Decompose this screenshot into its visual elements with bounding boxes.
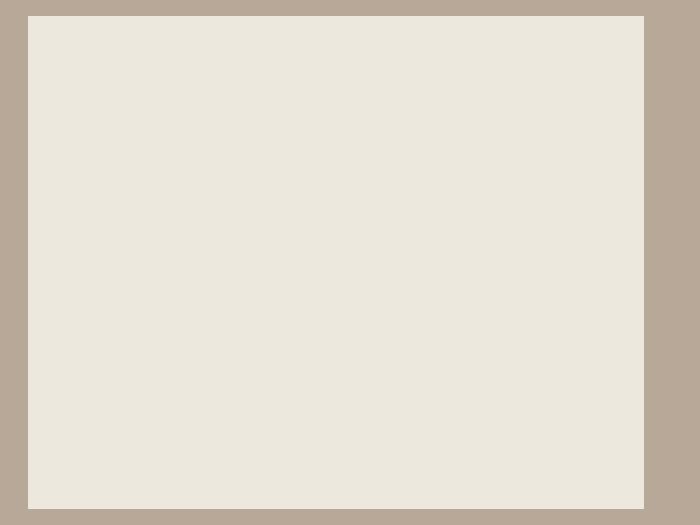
Text: Volume of NaOH used: Volume of NaOH used xyxy=(268,136,375,146)
Text: Data Sheets Experiment 8: Data Sheets Experiment 8 xyxy=(41,20,151,30)
Text: moles NaOH: moles NaOH xyxy=(160,193,214,203)
Text: 1: 1 xyxy=(361,193,367,203)
Text: mL: mL xyxy=(365,107,381,117)
Text: Molarity: Molarity xyxy=(587,165,622,174)
Text: 1.15: 1.15 xyxy=(461,121,491,134)
Text: Unknown #: Unknown # xyxy=(256,55,321,65)
Text: ×: × xyxy=(390,193,399,203)
Text: 1 L: 1 L xyxy=(422,208,435,217)
Text: NaOH: NaOH xyxy=(105,175,130,184)
Text: Concentration of an: Concentration of an xyxy=(102,48,234,61)
Text: mL: mL xyxy=(592,107,607,117)
Text: 1000 mL: 1000 mL xyxy=(102,208,139,217)
Text: →: → xyxy=(292,172,300,182)
Text: Final NaOH buret reading: Final NaOH buret reading xyxy=(268,107,392,117)
Text: Average Molarity of H₂SO₄:: Average Molarity of H₂SO₄: xyxy=(41,253,198,262)
Text: 19: 19 xyxy=(373,53,391,68)
Text: Unknown Acid: Unknown Acid xyxy=(102,62,196,76)
Text: Volume of: Volume of xyxy=(43,166,87,175)
Text: Used mL → L H₂SO₄: Used mL → L H₂SO₄ xyxy=(417,171,501,180)
Text: Trial 1: Trial 1 xyxy=(479,92,507,102)
Text: Trial 2: Trial 2 xyxy=(555,92,584,102)
Text: Trial 2: Trial 2 xyxy=(321,92,351,102)
Text: 10.00: 10.00 xyxy=(300,107,340,121)
Text: Milliliters of H₂SO₄ taken: Milliliters of H₂SO₄ taken xyxy=(77,107,196,117)
Text: L: L xyxy=(185,208,189,217)
Text: moles NaOH: moles NaOH xyxy=(251,208,304,217)
Text: ×: × xyxy=(324,193,333,203)
Text: ×: × xyxy=(220,193,230,203)
Text: of: of xyxy=(600,172,608,181)
Text: Trial: Trial xyxy=(34,220,52,229)
Text: 16.12: 16.12 xyxy=(534,121,572,134)
Text: moles NaOH: moles NaOH xyxy=(154,171,208,180)
Text: =: = xyxy=(455,193,463,203)
Text: ×: × xyxy=(92,193,101,203)
Text: mL H₂SO₄: mL H₂SO₄ xyxy=(343,208,384,217)
Text: mL: mL xyxy=(279,107,294,117)
Text: Trial: Trial xyxy=(34,186,52,195)
Text: moles H₂SO₄: moles H₂SO₄ xyxy=(251,193,304,203)
Text: Initial NaOH buret reading: Initial NaOH buret reading xyxy=(268,122,396,132)
Text: mL: mL xyxy=(517,136,531,146)
Text: 33.75: 33.75 xyxy=(534,107,572,120)
Text: 9.85: 9.85 xyxy=(211,107,243,121)
Text: moles of H₂SO₄: moles of H₂SO₄ xyxy=(266,178,332,187)
Text: mL → L: mL → L xyxy=(102,166,132,175)
Text: 1 L: 1 L xyxy=(114,193,127,203)
Text: 2:: 2: xyxy=(34,229,43,238)
Text: For this part use the average molarity of NaOH obtained from Part I.: For this part use the average molarity o… xyxy=(65,77,398,88)
Text: 1:: 1: xyxy=(34,194,43,203)
Text: II.: II. xyxy=(59,55,72,68)
Text: mL: mL xyxy=(66,193,79,203)
Text: ×: × xyxy=(143,193,151,203)
Text: mL: mL xyxy=(517,107,531,117)
Text: mL: mL xyxy=(592,122,607,132)
Text: mL: mL xyxy=(592,136,607,146)
Text: 1000 mL: 1000 mL xyxy=(410,193,447,203)
Text: 16.12: 16.12 xyxy=(461,107,499,120)
Text: H₂SO₄: H₂SO₄ xyxy=(591,178,617,187)
Text: mL: mL xyxy=(517,122,531,132)
Text: moles of NaOH: moles of NaOH xyxy=(267,165,331,174)
Text: Trial 1: Trial 1 xyxy=(232,92,261,102)
Text: NaOH used: NaOH used xyxy=(41,175,90,184)
Text: Acid – Base Neutralization: Acid – Base Neutralization xyxy=(342,20,453,30)
